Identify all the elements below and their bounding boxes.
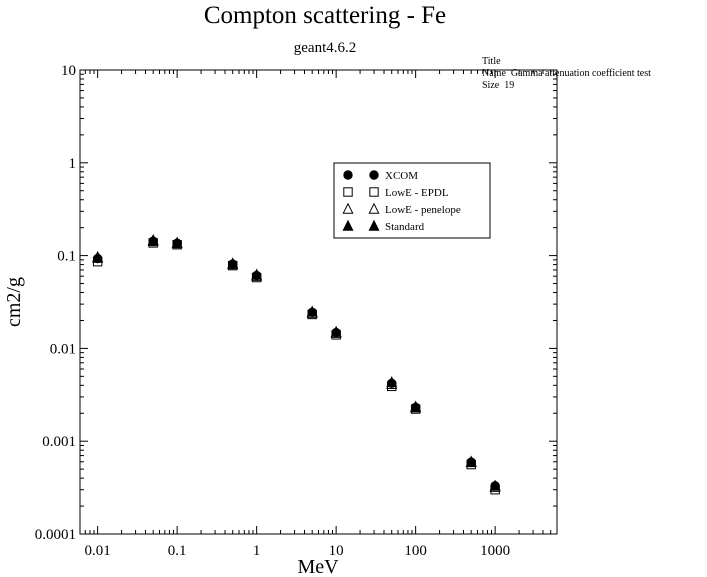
point-standard: [171, 236, 183, 248]
legend-label-xcom: XCOM: [385, 170, 418, 182]
chart-subtitle: geant4.6.2: [294, 40, 356, 56]
point-standard: [147, 234, 159, 246]
legend-marker-lowe-epdl: [369, 187, 379, 197]
data-points: [92, 234, 501, 495]
point-standard: [410, 400, 422, 412]
x-tick-label: 0.01: [85, 543, 111, 559]
plot-frame: [79, 69, 558, 535]
y-axis-label: cm2/g: [3, 277, 25, 327]
y-tick-label: 0.001: [42, 434, 76, 450]
stats-box-size: Size 19: [482, 80, 515, 91]
legend-marker-xcom: [343, 170, 353, 180]
legend-box: [333, 162, 491, 239]
y-tick-label: 0.0001: [35, 527, 76, 543]
x-tick-label: 0.1: [168, 543, 187, 559]
x-axis: 0.01 0.1 1 10 100 1000: [79, 70, 558, 559]
point-standard: [386, 376, 398, 388]
legend-marker-lowe-epdl: [343, 187, 353, 197]
stats-box-title: Title: [482, 56, 501, 67]
y-tick-label: 10: [61, 63, 76, 79]
legend-marker-lowe-penelope: [368, 202, 380, 214]
legend-marker-standard: [342, 219, 354, 231]
point-standard: [465, 455, 477, 467]
legend-marker-standard: [368, 219, 380, 231]
legend-label-lowe-penelope: LowE - penelope: [385, 204, 461, 216]
x-tick-label: 100: [404, 543, 427, 559]
x-axis-label: MeV: [297, 556, 339, 577]
y-tick-label: 0.1: [57, 249, 76, 265]
legend-label-standard: Standard: [385, 221, 425, 233]
x-tick-label: 10: [329, 543, 344, 559]
x-tick-label: 1000: [480, 543, 510, 559]
x-tick-label: 1: [253, 543, 261, 559]
point-standard: [92, 250, 104, 262]
y-tick-label: 0.01: [50, 341, 76, 357]
y-axis: 10 1 0.1 0.01 0.001 0.0001: [35, 63, 557, 543]
stats-box-name: Name Gamma attenuation coefficient test: [482, 68, 651, 79]
legend-marker-lowe-penelope: [342, 202, 354, 214]
point-standard: [489, 479, 501, 491]
point-standard: [227, 257, 239, 269]
point-standard: [306, 305, 318, 317]
point-standard: [251, 268, 263, 280]
legend: XCOM LowE - EPDL LowE - penelope Standard: [333, 162, 491, 239]
chart-title: Compton scattering - Fe: [204, 2, 446, 29]
y-tick-label: 1: [69, 156, 77, 172]
point-standard: [330, 325, 342, 337]
legend-label-lowe-epdl: LowE - EPDL: [385, 187, 449, 199]
legend-marker-xcom: [369, 170, 379, 180]
